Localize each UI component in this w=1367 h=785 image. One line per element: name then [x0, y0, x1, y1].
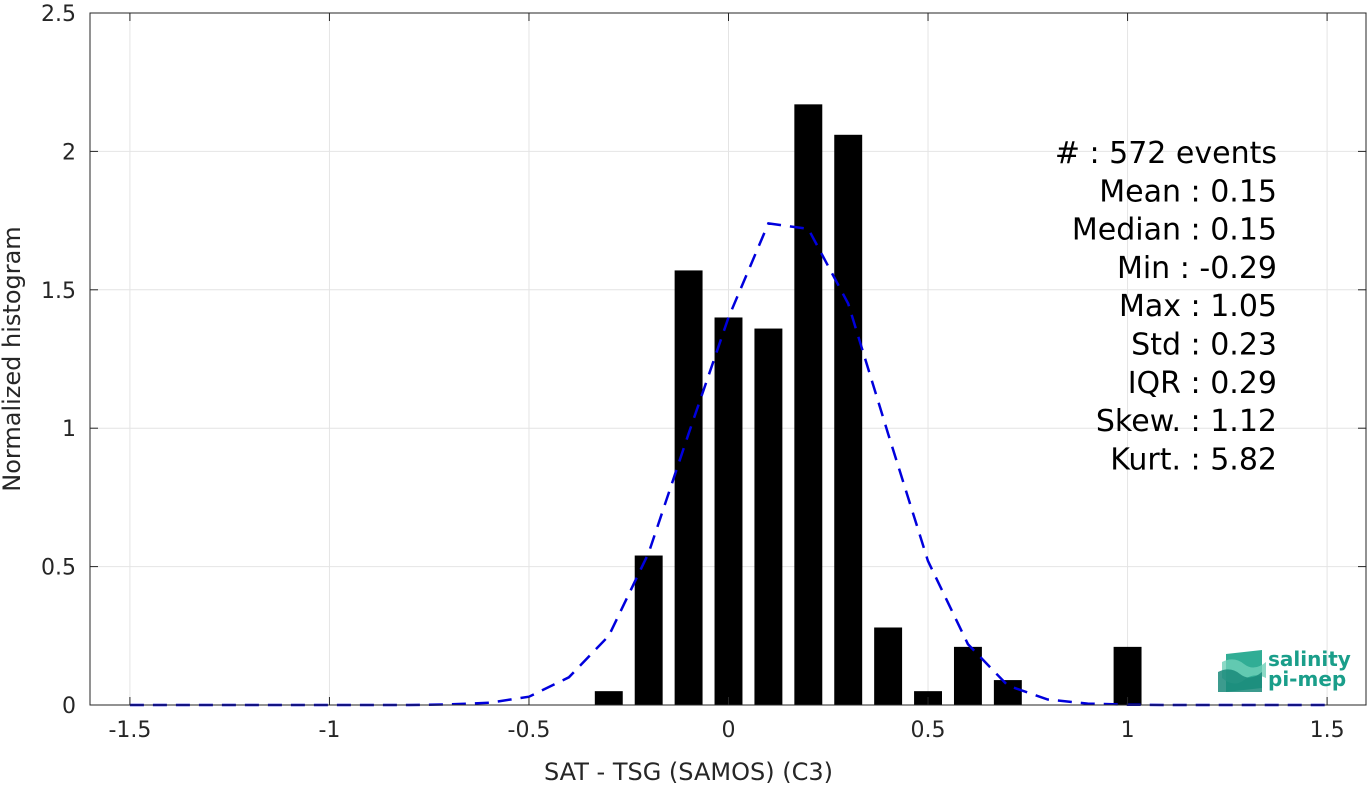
x-tick-label: 1	[1121, 718, 1135, 743]
histogram-bar	[674, 270, 703, 705]
histogram-bars	[594, 104, 1142, 706]
stat-line: Median : 0.15	[1072, 213, 1277, 248]
stat-line: Max : 1.05	[1119, 289, 1277, 324]
stat-line: # : 572 events	[1055, 136, 1277, 171]
stat-line: Min : -0.29	[1117, 251, 1277, 286]
x-axis-label: SAT - TSG (SAMOS) (C3)	[544, 758, 833, 785]
stat-line: Kurt. : 5.82	[1110, 442, 1277, 477]
histogram-bar	[834, 134, 863, 706]
y-axis-label: Normalized histogram	[0, 226, 26, 491]
axis-ticks: -1.5 -1 -0.5 0 0.5 1 1.5 0 0.5 1 1.5 2 2.5	[41, 2, 1366, 743]
y-tick-label: 2.5	[41, 2, 76, 27]
y-tick-label: 2	[62, 140, 76, 165]
y-tick-label: 1.5	[41, 279, 76, 304]
stat-line: Std : 0.23	[1131, 328, 1277, 363]
x-tick-label: 1.5	[1310, 718, 1345, 743]
histogram-bar	[714, 317, 743, 705]
x-tick-label: -1	[318, 718, 340, 743]
stat-line: IQR : 0.29	[1128, 366, 1277, 401]
histogram-bar	[993, 680, 1022, 705]
x-tick-label: 0.5	[911, 718, 946, 743]
salinity-pi-mep-logo: salinity pi-mep	[1218, 647, 1351, 692]
histogram-bar	[594, 691, 623, 705]
histogram-bar	[874, 627, 903, 705]
y-tick-label: 0	[62, 694, 76, 719]
histogram-bar	[953, 646, 982, 705]
y-tick-label: 1	[62, 417, 76, 442]
stat-line: Skew. : 1.12	[1096, 404, 1277, 439]
logo-line1: salinity	[1268, 647, 1351, 671]
histogram-bar	[794, 104, 823, 706]
x-tick-label: 0	[722, 718, 736, 743]
logo-line2: pi-mep	[1268, 667, 1346, 691]
histogram-bar	[634, 555, 663, 705]
x-tick-label: -1.5	[108, 718, 151, 743]
stat-line: Mean : 0.15	[1099, 174, 1277, 209]
histogram-bar	[754, 328, 783, 705]
histogram-bar	[1113, 646, 1142, 705]
x-tick-label: -0.5	[508, 718, 551, 743]
y-tick-label: 0.5	[41, 556, 76, 581]
wave-logo-icon	[1218, 650, 1266, 692]
